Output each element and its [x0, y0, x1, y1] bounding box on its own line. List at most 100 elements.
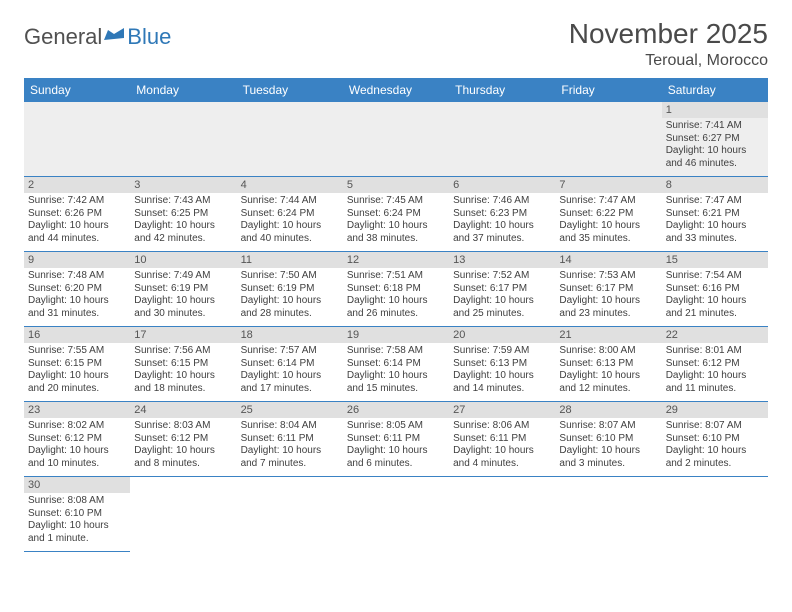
sunset-text: Sunset: 6:13 PM	[559, 358, 657, 371]
sunrise-text: Sunrise: 7:54 AM	[666, 270, 764, 283]
calendar-day-cell	[343, 102, 449, 177]
sunset-text: Sunset: 6:11 PM	[241, 433, 339, 446]
sunset-text: Sunset: 6:23 PM	[453, 208, 551, 221]
location: Teroual, Morocco	[569, 52, 768, 70]
day-number: 4	[237, 177, 343, 193]
header: General Blue November 2025 Teroual, Moro…	[24, 18, 768, 70]
sunset-text: Sunset: 6:12 PM	[28, 433, 126, 446]
sunrise-text: Sunrise: 7:41 AM	[666, 120, 764, 133]
calendar-week-row: 9Sunrise: 7:48 AMSunset: 6:20 PMDaylight…	[24, 252, 768, 327]
calendar-day-cell: 19Sunrise: 7:58 AMSunset: 6:14 PMDayligh…	[343, 327, 449, 402]
sunrise-text: Sunrise: 8:01 AM	[666, 345, 764, 358]
daylight-text: Daylight: 10 hours	[241, 445, 339, 458]
daylight-text: and 10 minutes.	[28, 458, 126, 471]
daylight-text: and 44 minutes.	[28, 233, 126, 246]
calendar-day-cell	[237, 477, 343, 552]
weekday-header: Friday	[555, 78, 661, 102]
weekday-header: Sunday	[24, 78, 130, 102]
day-number: 26	[343, 402, 449, 418]
sunset-text: Sunset: 6:16 PM	[666, 283, 764, 296]
daylight-text: and 11 minutes.	[666, 383, 764, 396]
calendar-day-cell: 2Sunrise: 7:42 AMSunset: 6:26 PMDaylight…	[24, 177, 130, 252]
daylight-text: Daylight: 10 hours	[347, 370, 445, 383]
daylight-text: and 28 minutes.	[241, 308, 339, 321]
daylight-text: Daylight: 10 hours	[28, 295, 126, 308]
sunrise-text: Sunrise: 8:05 AM	[347, 420, 445, 433]
sunset-text: Sunset: 6:21 PM	[666, 208, 764, 221]
calendar-day-cell: 17Sunrise: 7:56 AMSunset: 6:15 PMDayligh…	[130, 327, 236, 402]
weekday-header: Monday	[130, 78, 236, 102]
calendar-day-cell: 10Sunrise: 7:49 AMSunset: 6:19 PMDayligh…	[130, 252, 236, 327]
sunset-text: Sunset: 6:26 PM	[28, 208, 126, 221]
daylight-text: Daylight: 10 hours	[28, 445, 126, 458]
daylight-text: Daylight: 10 hours	[241, 295, 339, 308]
calendar-day-cell: 12Sunrise: 7:51 AMSunset: 6:18 PMDayligh…	[343, 252, 449, 327]
day-number: 20	[449, 327, 555, 343]
calendar-day-cell: 23 Sunrise: 8:02 AMSunset: 6:12 PMDayligh…	[24, 402, 130, 477]
daylight-text: and 42 minutes.	[134, 233, 232, 246]
daylight-text: Daylight: 10 hours	[347, 220, 445, 233]
calendar-day-cell: 8Sunrise: 7:47 AMSunset: 6:21 PMDaylight…	[662, 177, 768, 252]
calendar-day-cell: 3Sunrise: 7:43 AMSunset: 6:25 PMDaylight…	[130, 177, 236, 252]
daylight-text: and 30 minutes.	[134, 308, 232, 321]
day-number: 22	[662, 327, 768, 343]
day-number: 9	[24, 252, 130, 268]
sunset-text: Sunset: 6:20 PM	[28, 283, 126, 296]
day-number: 5	[343, 177, 449, 193]
daylight-text: and 18 minutes.	[134, 383, 232, 396]
day-number: 18	[237, 327, 343, 343]
sunset-text: Sunset: 6:17 PM	[453, 283, 551, 296]
sunrise-text: Sunrise: 7:53 AM	[559, 270, 657, 283]
daylight-text: Daylight: 10 hours	[666, 220, 764, 233]
daylight-text: and 26 minutes.	[347, 308, 445, 321]
daylight-text: and 37 minutes.	[453, 233, 551, 246]
daylight-text: and 25 minutes.	[453, 308, 551, 321]
day-number: 23	[24, 402, 130, 418]
sunset-text: Sunset: 6:19 PM	[241, 283, 339, 296]
day-number: 30	[24, 477, 130, 493]
sunrise-text: Sunrise: 8:00 AM	[559, 345, 657, 358]
weekday-header-row: Sunday Monday Tuesday Wednesday Thursday…	[24, 78, 768, 102]
day-number: 16	[24, 327, 130, 343]
daylight-text: Daylight: 10 hours	[666, 370, 764, 383]
page: General Blue November 2025 Teroual, Moro…	[0, 0, 792, 552]
daylight-text: and 31 minutes.	[28, 308, 126, 321]
sunset-text: Sunset: 6:11 PM	[347, 433, 445, 446]
day-number: 17	[130, 327, 236, 343]
daylight-text: and 17 minutes.	[241, 383, 339, 396]
sunset-text: Sunset: 6:15 PM	[134, 358, 232, 371]
day-number: 19	[343, 327, 449, 343]
daylight-text: Daylight: 10 hours	[453, 295, 551, 308]
day-number: 11	[237, 252, 343, 268]
calendar-day-cell	[130, 477, 236, 552]
daylight-text: and 35 minutes.	[559, 233, 657, 246]
sunrise-text: Sunrise: 7:45 AM	[347, 195, 445, 208]
month-title: November 2025	[569, 18, 768, 50]
sunrise-text: Sunrise: 7:44 AM	[241, 195, 339, 208]
daylight-text: and 1 minute.	[28, 533, 126, 546]
day-number: 15	[662, 252, 768, 268]
calendar-day-cell: 25Sunrise: 8:04 AMSunset: 6:11 PMDayligh…	[237, 402, 343, 477]
sunrise-text: Sunrise: 8:07 AM	[666, 420, 764, 433]
daylight-text: and 3 minutes.	[559, 458, 657, 471]
sunrise-text: Sunrise: 8:03 AM	[134, 420, 232, 433]
daylight-text: and 2 minutes.	[666, 458, 764, 471]
calendar-day-cell: 7Sunrise: 7:47 AMSunset: 6:22 PMDaylight…	[555, 177, 661, 252]
day-number: 24	[130, 402, 236, 418]
sunrise-text: Sunrise: 7:55 AM	[28, 345, 126, 358]
daylight-text: and 46 minutes.	[666, 158, 764, 171]
daylight-text: and 15 minutes.	[347, 383, 445, 396]
daylight-text: Daylight: 10 hours	[666, 445, 764, 458]
calendar-day-cell: 20Sunrise: 7:59 AMSunset: 6:13 PMDayligh…	[449, 327, 555, 402]
calendar-day-cell: 22Sunrise: 8:01 AMSunset: 6:12 PMDayligh…	[662, 327, 768, 402]
calendar-table: Sunday Monday Tuesday Wednesday Thursday…	[24, 78, 768, 552]
weekday-header: Saturday	[662, 78, 768, 102]
calendar-week-row: 1Sunrise: 7:41 AMSunset: 6:27 PMDaylight…	[24, 102, 768, 177]
daylight-text: and 40 minutes.	[241, 233, 339, 246]
sunset-text: Sunset: 6:17 PM	[559, 283, 657, 296]
daylight-text: and 33 minutes.	[666, 233, 764, 246]
calendar-day-cell: 15Sunrise: 7:54 AMSunset: 6:16 PMDayligh…	[662, 252, 768, 327]
day-number: 25	[237, 402, 343, 418]
sunrise-text: Sunrise: 8:02 AM	[28, 420, 126, 433]
daylight-text: Daylight: 10 hours	[559, 370, 657, 383]
